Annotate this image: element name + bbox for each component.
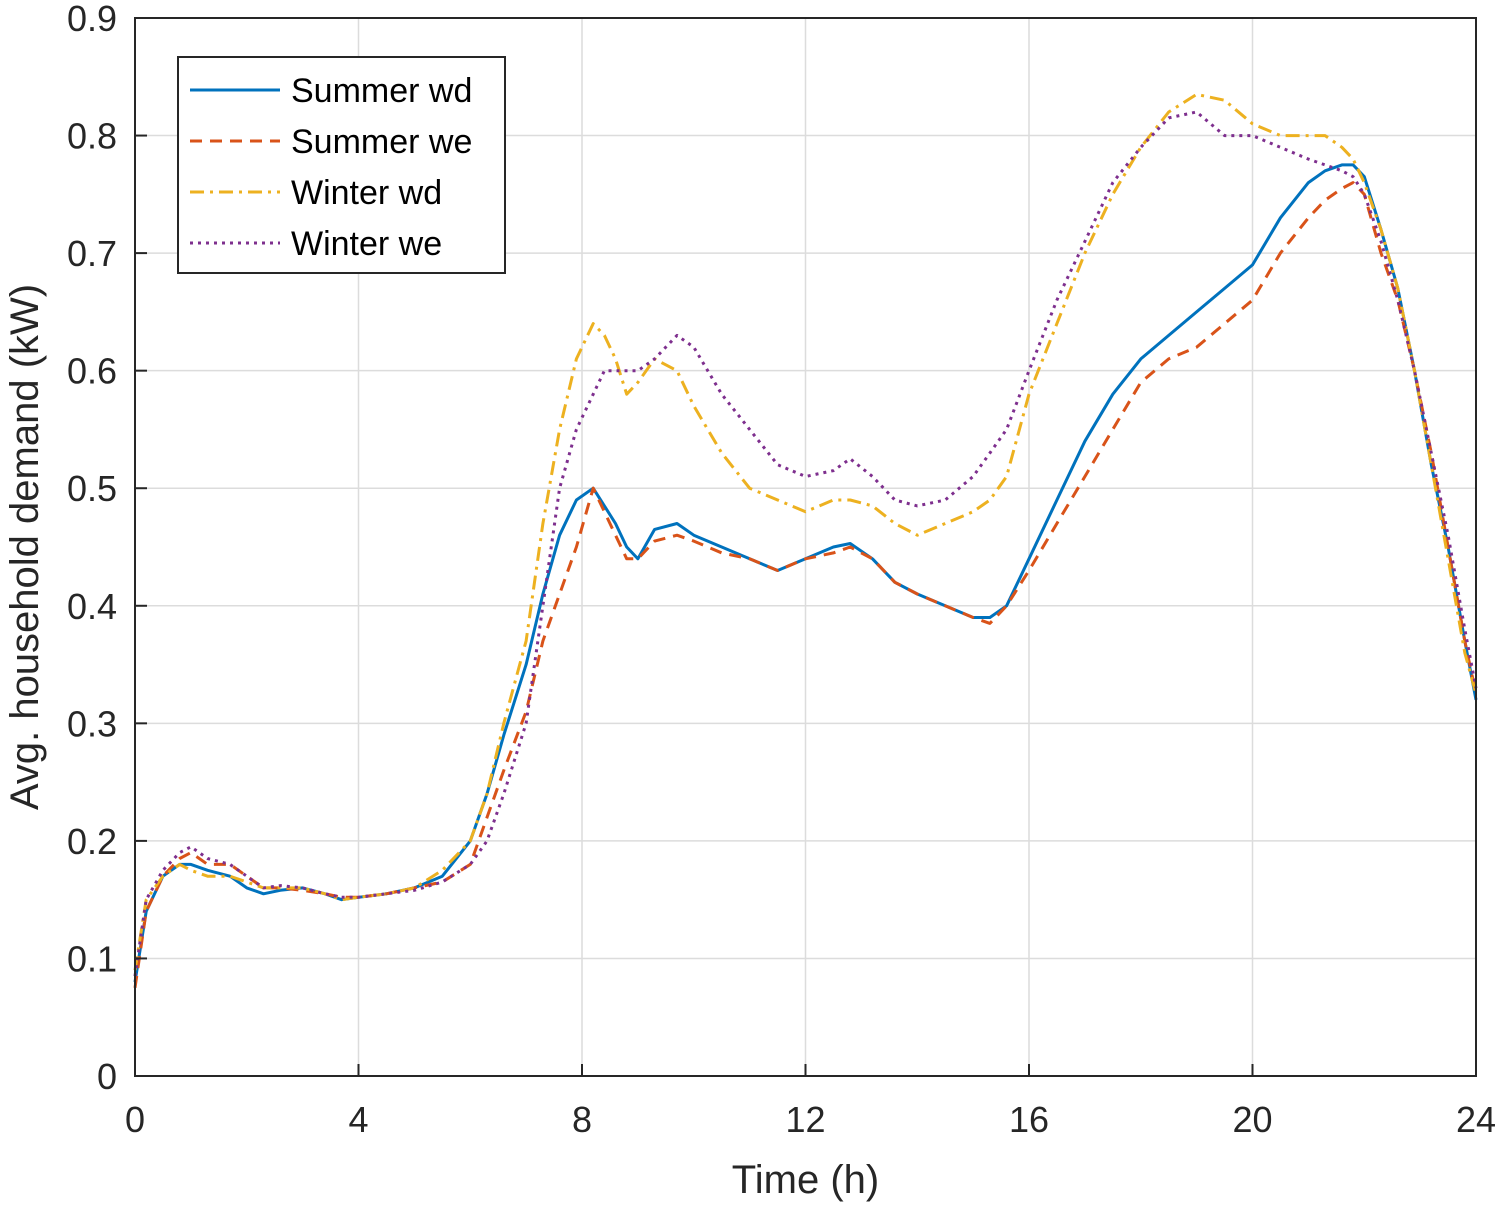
x-tick-label: 24 [1456,1099,1496,1140]
x-axis-label: Time (h) [732,1158,879,1202]
legend-label: Summer we [291,123,472,161]
grid-lines [135,18,1476,1076]
y-tick-label: 0.2 [67,821,117,862]
legend-label: Winter we [291,225,442,263]
plot-lines [133,92,1478,989]
y-tick-label: 0.6 [67,351,117,392]
x-tick-label: 16 [1009,1099,1049,1140]
x-tick-label: 8 [572,1099,592,1140]
legend-label: Winter wd [291,174,442,212]
y-tick-label: 0.3 [67,703,117,744]
legend: Summer wd Summer we Winter wd Winter we [177,56,506,274]
series-line [133,110,1478,977]
legend-label: Summer wd [291,72,472,110]
x-tick-label: 20 [1232,1099,1272,1140]
y-tick-label: 0.7 [67,233,117,274]
legend-box [177,56,506,274]
x-tick-label: 4 [348,1099,368,1140]
y-tick-label: 0.4 [67,586,117,627]
y-tick-label: 0.9 [67,0,117,39]
x-tick-label: 0 [125,1099,145,1140]
y-tick-label: 0.8 [67,116,117,157]
y-tick-label: 0.1 [67,938,117,979]
x-tick-label: 12 [785,1099,825,1140]
y-tick-label: 0 [97,1056,117,1097]
axis-ticks: 0 4 8 12 16 20 24 0 0.1 0.2 0.3 0.4 0.5 0.6 0.7 0.8 0.9 [67,0,1496,1140]
series-line [133,92,1478,971]
y-axis-label: Avg. household demand (kW) [3,284,47,810]
y-tick-label: 0.5 [67,468,117,509]
series-line [133,181,1478,989]
